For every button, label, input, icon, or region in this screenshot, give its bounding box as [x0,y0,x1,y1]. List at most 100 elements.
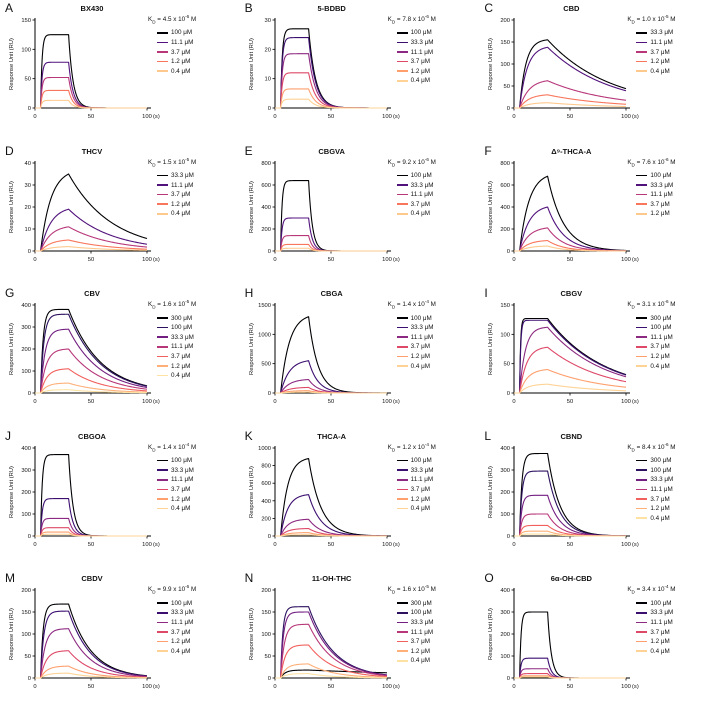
legend-item: 11.1 μM [636,619,675,626]
legend-label: 33.3 μM [410,466,434,474]
legend-color-line [636,631,648,633]
legend-label: 0.4 μM [410,77,431,85]
legend-color-line [396,498,408,500]
sensorgram-panel: H CBGA 0 500 1000 1500 0 50 100 (s) Response Uni… [240,285,480,428]
y-axis-label: Response Unit (RU) [249,466,255,518]
panel-title: CBGA [320,289,343,299]
legend-label: 33.3 μM [410,618,434,626]
legend-color-line [396,355,408,358]
legend-color-line [157,345,168,348]
svg-text:50: 50 [88,542,94,548]
sensorgram-panel: K THCA-A 0 200 400 600 800 1000 0 50 100 (s) Respo… [240,428,480,571]
curves [35,453,147,537]
svg-text:200: 200 [261,588,271,594]
svg-text:100: 100 [382,542,392,548]
sensorgram-curve [35,313,148,394]
sensorgram-curve [274,663,387,679]
legend-item: 1.2 μM [636,638,675,645]
sensorgram-curve [35,61,147,109]
sensorgram-panel: B 5-BDBD 0 10 20 30 0 50 100 (s) Response Unit (… [240,0,480,143]
legend-label: 100 μM [410,29,432,37]
legend-color-line [636,602,648,605]
x-ticks: 0 50 100 [33,393,152,405]
curves [514,452,627,537]
legend-color-line [636,650,648,653]
legend: 100 μM 11.1 μM 3.7 μM 1.2 μM 0.4 μM [157,29,196,75]
kd-times-ten: x 10 [650,586,665,594]
y-axis-label: Response Unit (RU) [9,38,15,90]
panel-title: 11-OH-THC [311,574,352,584]
panel-letter: B [244,1,253,15]
legend-item: 33.3 μM [157,609,196,616]
kd-exponent: -6 [185,14,190,19]
sensorgram-curve [35,34,147,109]
plot-column: CBD 0 50 100 150 200 0 50 100 (s) Response Unit (… [485,3,641,126]
svg-text:0: 0 [28,106,31,112]
kd-symbol: K [148,158,153,166]
legend-item: 33.3 μM [396,324,436,331]
y-ticks: 0 100 200 300 400 [21,303,35,397]
legend-label: 33.3 μM [171,466,194,474]
legend-item: 1.2 μM [157,496,196,503]
legend: 33.3 μM 11.1 μM 3.7 μM 1.2 μM 0.4 μM [157,172,196,217]
svg-text:800: 800 [261,463,271,469]
sensorgram-curve [514,494,627,537]
legend-item: 11.1 μM [157,343,196,350]
legend: 100 μM 33.3 μM 11.1 μM 3.7 μM 1.2 μM 0.4 μM [396,315,436,370]
legend-color-line [396,611,408,614]
legend-color-line [396,602,408,605]
sensorgram-curve [514,80,627,109]
svg-text:200: 200 [501,18,511,24]
svg-text:0: 0 [513,257,516,263]
sensorgram-plot: 0 10 20 30 0 50 100 (s) Response Unit (RU) [249,18,399,120]
svg-text:0: 0 [28,249,31,255]
plot-column: BX430 0 50 100 150 0 50 100 (s) Response Unit (R… [6,3,162,126]
legend-color-line [157,459,168,462]
legend-item: 11.1 μM [396,191,436,198]
curves [35,173,148,252]
sensorgram-panel: F Δ⁹-THCA-A 0 200 400 600 800 0 50 100 (s) Respon… [479,143,719,286]
kd-times-ten: x 10 [411,158,425,166]
svg-text:100: 100 [621,684,631,690]
svg-text:0: 0 [513,542,516,548]
legend-item: 1.2 μM [396,648,436,655]
kd-unit: M [668,586,676,594]
y-ticks: 0 100 200 300 400 [21,446,35,540]
sensorgram-curve [514,206,627,252]
legend-color-line [636,184,648,186]
sensorgram-curve [274,217,387,252]
legend-item: 33.3 μM [396,182,436,189]
legend: 300 μM 100 μM 33.3 μM 11.1 μM 3.7 μM 1.2 μM 0.… [396,599,436,664]
panel-title: CBGOA [78,431,106,441]
panel-title: CBND [560,431,583,441]
legend-item: 1.2 μM [157,363,196,370]
sensorgram-panel: E CBGVA 0 200 400 600 800 0 50 100 (s) Response U… [240,143,480,286]
legend-item: 33.3 μM [636,29,675,36]
svg-text:30: 30 [264,18,270,24]
legend-item: 1.2 μM [396,496,436,503]
legend-label: 300 μM [410,599,432,607]
svg-text:200: 200 [261,516,271,522]
svg-text:0: 0 [267,106,270,112]
plot-column: 6α-OH-CBD 0 100 200 300 400 0 50 100 (s) Response… [485,573,641,696]
axes [513,303,631,394]
legend-label: 100 μM [650,466,672,474]
legend-label: 33.3 μM [171,333,194,341]
svg-text:50: 50 [88,684,94,690]
legend-label: 1.2 μM [650,210,670,218]
panel-letter: N [244,571,254,586]
svg-text:50: 50 [25,77,31,83]
legend-label: 33.3 μM [650,476,674,484]
legend-item: 300 μM [636,457,675,464]
y-axis-label: Response Unit (RU) [9,466,15,518]
legend-item: 3.7 μM [157,191,196,198]
axes [34,445,151,537]
svg-text:200: 200 [261,227,271,233]
panel-letter: F [484,143,492,158]
svg-text:200: 200 [501,490,511,496]
kd-annotation: KD = 1.4 x 10-4 M [148,442,196,452]
legend-color-line [396,203,408,206]
svg-text:50: 50 [88,399,94,405]
kd-times-ten: x 10 [171,443,186,451]
svg-text:150: 150 [501,40,511,46]
